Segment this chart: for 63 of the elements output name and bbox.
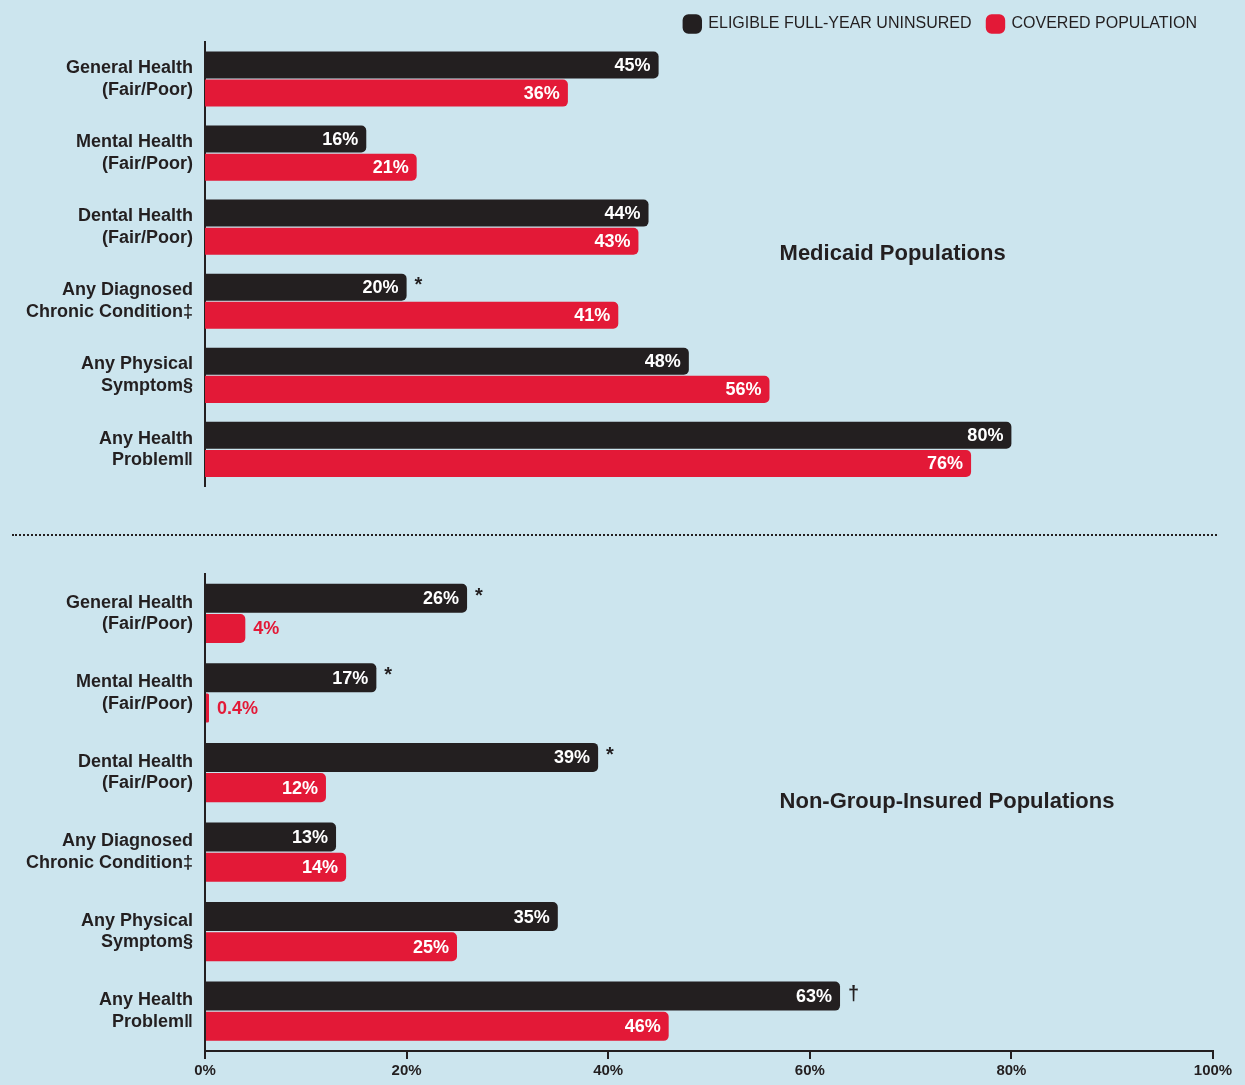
data-label: 4%	[253, 618, 280, 639]
bar	[206, 852, 347, 882]
data-label: 20%	[362, 277, 399, 298]
data-label: 41%	[574, 305, 611, 326]
data-label: 44%	[604, 203, 641, 224]
y-tick-label: Any Physical Symptom§	[80, 353, 193, 396]
data-label: 48%	[644, 351, 681, 372]
data-label: 35%	[513, 906, 550, 927]
y-tick-label: Dental Health (Fair/Poor)	[77, 750, 193, 793]
annotation: Non-Group-Insured Populations	[779, 788, 1115, 814]
bar	[206, 773, 326, 803]
y-tick-label: Any Health Problem‖	[98, 989, 193, 1031]
data-label: 36%	[523, 83, 560, 104]
x-tick-label: 80%	[996, 1061, 1027, 1079]
data-label: 26%	[423, 588, 460, 609]
bar	[205, 79, 568, 107]
y-tick-label: Any Health Problem‖	[98, 427, 193, 470]
x-tick-label: 100%	[1193, 1061, 1233, 1079]
bar	[206, 1011, 669, 1041]
data-label: 16%	[322, 129, 359, 149]
data-label: 63%	[796, 986, 833, 1007]
y-tick-label: Any Physical Symptom§	[80, 909, 193, 952]
data-label: 80%	[967, 425, 1004, 446]
legend-label: COVERED POPULATION	[1011, 14, 1197, 32]
data-label: 25%	[412, 936, 449, 957]
bar	[206, 613, 246, 644]
bar	[205, 375, 770, 403]
data-label: 13%	[292, 826, 329, 847]
bar	[205, 227, 639, 255]
data-label: 45%	[614, 54, 651, 75]
data-label: 39%	[554, 747, 591, 768]
data-label: 46%	[624, 1016, 661, 1037]
data-label: 56%	[725, 379, 762, 400]
x-tick-label: 0%	[194, 1061, 216, 1079]
x-tick-label: 20%	[391, 1061, 422, 1079]
bar	[206, 693, 210, 723]
data-label: 43%	[594, 231, 631, 252]
bar	[206, 932, 457, 962]
y-tick-label: General Health (Fair/Poor)	[65, 57, 193, 99]
annotation: *	[475, 583, 484, 606]
data-label: 12%	[281, 777, 318, 798]
bar	[205, 153, 417, 181]
y-tick-label: Dental Health (Fair/Poor)	[77, 205, 193, 247]
data-label: 14%	[302, 857, 339, 878]
y-tick-label: Any Diagnosed Chronic Condition‡	[26, 279, 193, 321]
y-tick-label: Mental Health (Fair/Poor)	[75, 671, 193, 713]
y-tick-label: Any Diagnosed Chronic Condition‡	[26, 830, 193, 872]
annotation: *	[414, 272, 423, 295]
legend-label: ELIGIBLE FULL-YEAR UNINSURED	[708, 14, 972, 32]
bar	[205, 449, 972, 477]
annotation: *	[606, 742, 615, 765]
y-tick-label: General Health (Fair/Poor)	[65, 591, 193, 634]
annotation: Medicaid Populations	[779, 240, 1006, 266]
data-label: 17%	[332, 667, 369, 688]
data-label: 0.4%	[217, 698, 259, 719]
y-tick-label: Mental Health (Fair/Poor)	[75, 131, 193, 173]
x-tick-label: 60%	[794, 1061, 825, 1079]
annotation: *	[384, 663, 393, 686]
bar	[205, 301, 619, 329]
x-tick-label: 40%	[593, 1061, 624, 1079]
annotation: †	[848, 981, 860, 1004]
data-label: 21%	[372, 157, 409, 178]
data-label: 76%	[927, 453, 964, 474]
